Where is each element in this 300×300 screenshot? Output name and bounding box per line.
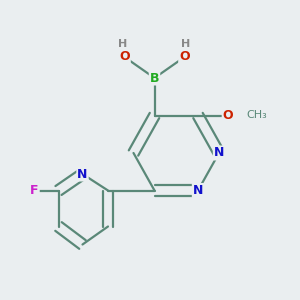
Text: O: O [119,50,130,64]
Text: O: O [179,50,190,64]
Text: N: N [214,146,224,160]
Text: F: F [30,184,39,197]
Text: O: O [223,109,233,122]
Text: H: H [182,39,190,50]
Text: B: B [150,71,159,85]
Text: N: N [77,167,88,181]
Text: H: H [118,39,127,50]
Text: N: N [193,184,203,197]
Text: CH₃: CH₃ [246,110,267,121]
